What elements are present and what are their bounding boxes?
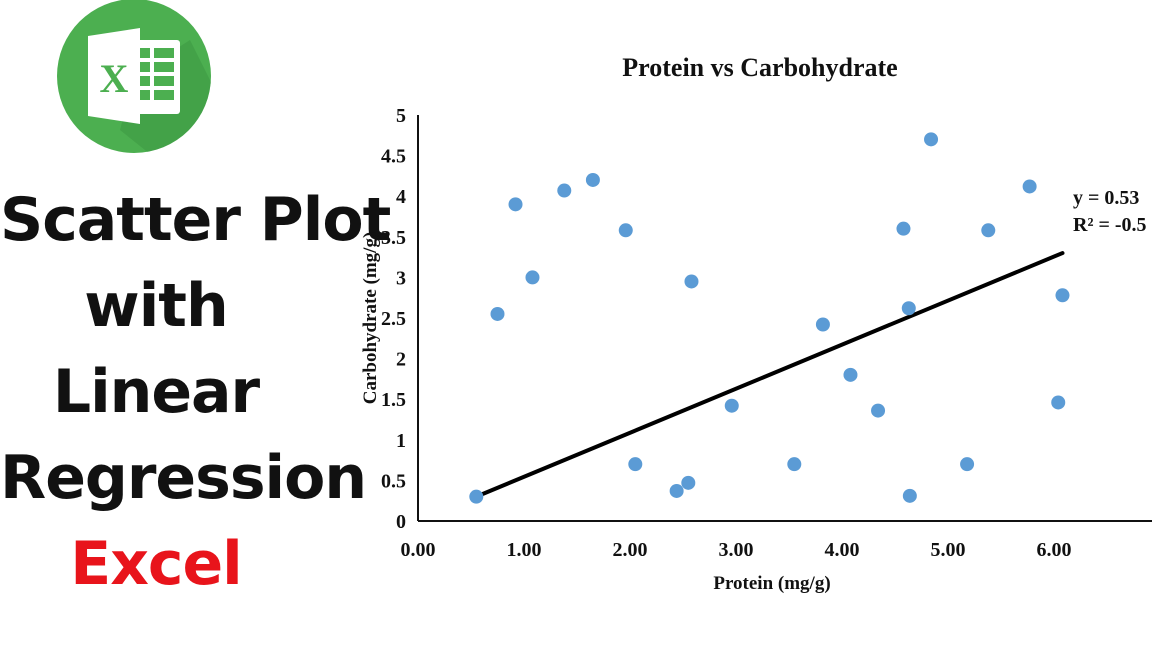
data-point bbox=[669, 483, 684, 498]
data-point bbox=[628, 457, 643, 472]
y-tick-label: 3.5 bbox=[381, 227, 406, 249]
headline-line-5: Excel bbox=[70, 529, 243, 599]
data-point bbox=[1022, 179, 1037, 194]
x-tick-label: 5.00 bbox=[931, 539, 966, 561]
data-point bbox=[681, 475, 696, 490]
y-tick-label: 0.5 bbox=[381, 470, 406, 492]
y-tick-label: 5 bbox=[396, 105, 406, 127]
data-point bbox=[508, 197, 523, 212]
data-point bbox=[981, 223, 996, 238]
data-point bbox=[1055, 288, 1070, 303]
data-point bbox=[525, 270, 540, 285]
x-tick-label: 4.00 bbox=[825, 539, 860, 561]
headline-line-1: Scatter Plot bbox=[0, 185, 391, 255]
data-point bbox=[490, 306, 505, 321]
logo-letter: X bbox=[100, 56, 129, 101]
trendline bbox=[474, 251, 1065, 499]
x-tick-label: 0.00 bbox=[401, 539, 436, 561]
data-point bbox=[618, 223, 633, 238]
data-point bbox=[924, 132, 939, 147]
y-tick-label: 1.5 bbox=[381, 389, 406, 411]
chart-title: Protein vs Carbohydrate bbox=[622, 53, 897, 82]
x-tick-label: 3.00 bbox=[719, 539, 754, 561]
y-tick-label: 0 bbox=[396, 511, 406, 533]
data-point bbox=[724, 398, 739, 413]
headline-line-3: Linear bbox=[52, 357, 260, 427]
y-axis-label: Carbohydrate (mg/g) bbox=[360, 232, 381, 405]
data-point bbox=[787, 457, 802, 472]
logo-cover bbox=[88, 28, 140, 124]
y-tick-label: 1 bbox=[396, 430, 406, 452]
data-point bbox=[871, 403, 886, 418]
x-tick-label: 2.00 bbox=[613, 539, 648, 561]
data-point bbox=[902, 488, 917, 503]
data-point bbox=[901, 301, 916, 316]
y-tick-label: 2 bbox=[396, 349, 406, 371]
data-point bbox=[960, 457, 975, 472]
trendline-equation: y = 0.53 bbox=[1073, 187, 1139, 209]
y-tick-label: 2.5 bbox=[381, 308, 406, 330]
x-tick-label: 6.00 bbox=[1037, 539, 1072, 561]
data-point bbox=[896, 221, 911, 236]
data-point bbox=[585, 172, 600, 187]
data-point bbox=[1051, 395, 1066, 410]
x-axis-label: Protein (mg/g) bbox=[713, 573, 830, 594]
scatter-chart: Protein vs Carbohydrate Carbohydrate (mg… bbox=[360, 53, 1152, 594]
excel-logo-icon: X bbox=[57, 0, 211, 153]
data-point bbox=[557, 183, 572, 198]
headline-line-2: with bbox=[84, 271, 228, 341]
y-tick-label: 3 bbox=[396, 267, 406, 289]
data-point bbox=[684, 274, 699, 289]
x-tick-label: 1.00 bbox=[507, 539, 542, 561]
y-tick-label: 4.5 bbox=[381, 146, 406, 168]
data-point bbox=[843, 367, 858, 382]
headline-line-4: Regression bbox=[0, 443, 367, 513]
y-tick-label: 4 bbox=[396, 186, 406, 208]
data-point bbox=[469, 489, 484, 504]
trendline-r-squared: R² = -0.5 bbox=[1073, 214, 1147, 236]
data-point bbox=[815, 317, 830, 332]
